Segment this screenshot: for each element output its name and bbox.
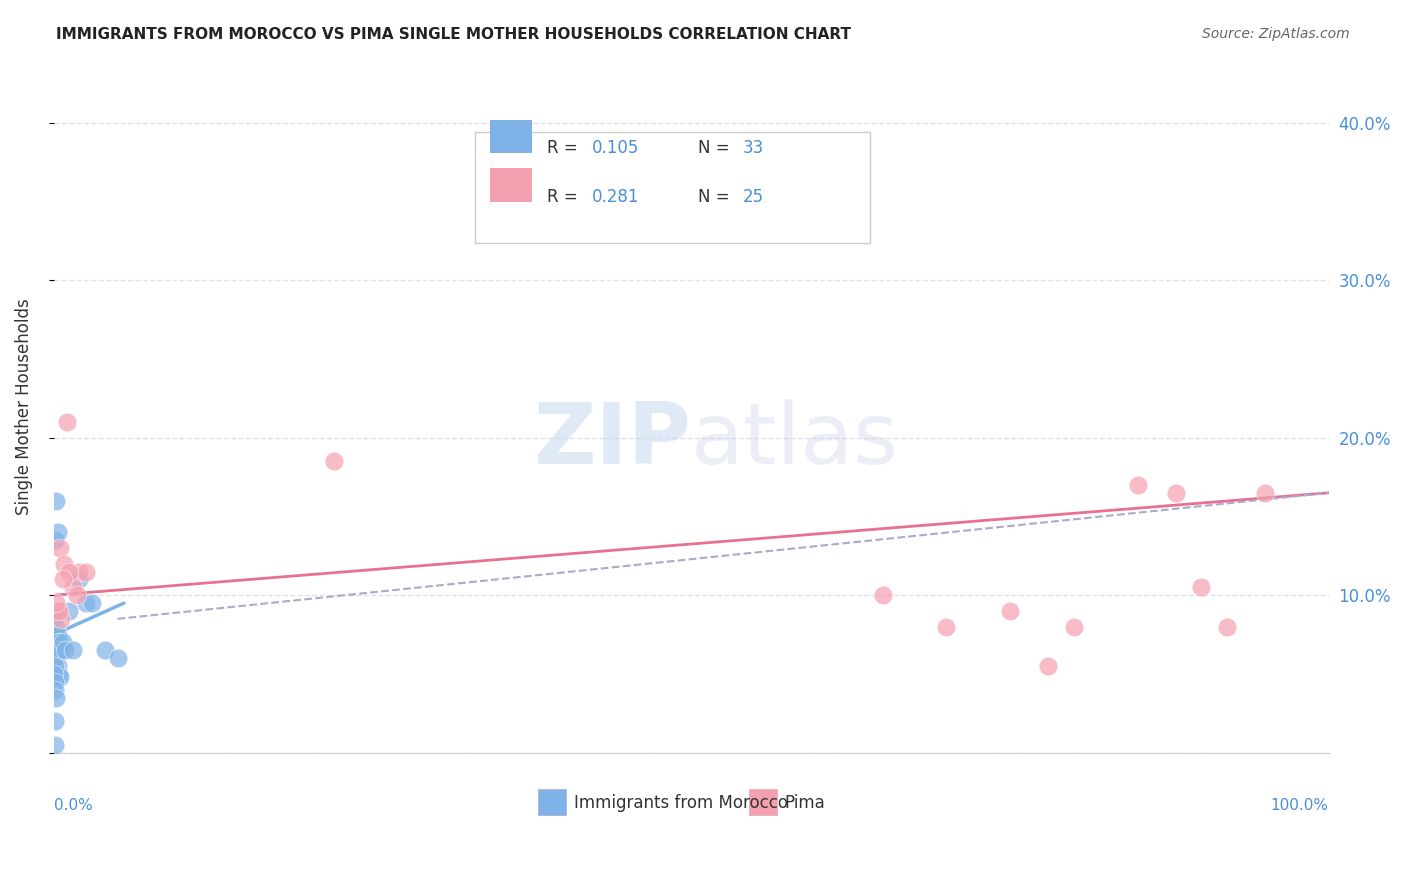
Bar [748,789,776,815]
Point [44,612,66,626]
Point [1189,580,1212,594]
Point [48,667,70,681]
Point [94,643,117,657]
Point [872,588,894,602]
Point [49,541,72,555]
Point [44,651,66,665]
Point [48,604,70,618]
Text: Immigrants from Morocco: Immigrants from Morocco [574,794,787,812]
Point [44,667,66,681]
Point [46,604,69,618]
Point [67,573,90,587]
Point [323,454,346,468]
Text: 100.0%: 100.0% [1271,797,1329,813]
Text: 25: 25 [742,188,763,206]
Text: 0.105: 0.105 [592,139,640,157]
Point [58,604,80,618]
Point [55,415,77,429]
Point [1038,659,1060,673]
Point [62,580,84,594]
Text: 33: 33 [742,139,763,157]
Point [52,573,75,587]
Point [49,643,72,657]
Point [44,533,66,547]
Point [53,643,76,657]
Point [44,635,66,649]
Text: R =: R = [547,139,583,157]
Point [1216,620,1239,634]
Point [44,714,66,729]
Point [45,690,67,705]
Point [48,635,70,649]
Point [681,218,703,232]
Point [67,565,90,579]
Y-axis label: Single Mother Households: Single Mother Households [15,298,32,515]
Point [49,670,72,684]
Point [1164,485,1187,500]
Point [44,643,66,657]
Bar [475,132,870,244]
Point [45,493,67,508]
Point [51,612,73,626]
Point [45,643,67,657]
Point [58,565,80,579]
Text: atlas: atlas [692,400,900,483]
Point [107,651,129,665]
Point [1126,478,1149,492]
Bar [489,169,531,202]
Point [75,565,97,579]
Text: 0.0%: 0.0% [53,797,93,813]
Text: N =: N = [697,188,734,206]
Point [53,557,76,571]
Point [62,643,84,657]
Point [45,651,67,665]
Point [46,659,69,673]
Text: IMMIGRANTS FROM MOROCCO VS PIMA SINGLE MOTHER HOUSEHOLDS CORRELATION CHART: IMMIGRANTS FROM MOROCCO VS PIMA SINGLE M… [56,27,851,42]
Point [1254,485,1277,500]
Text: Source: ZipAtlas.com: Source: ZipAtlas.com [1202,27,1350,41]
Bar [489,120,531,153]
Bar [538,789,567,815]
Point [46,525,69,540]
Point [46,627,69,641]
Text: ZIP: ZIP [533,400,692,483]
Point [45,596,67,610]
Point [52,635,75,649]
Point [44,674,66,689]
Point [80,596,103,610]
Point [44,659,66,673]
Point [75,596,97,610]
Point [45,620,67,634]
Text: R =: R = [547,188,583,206]
Point [935,620,957,634]
Point [1063,620,1085,634]
Point [44,738,66,752]
Point [66,588,89,602]
Text: Pima: Pima [785,794,825,812]
Point [44,627,66,641]
Point [44,682,66,697]
Text: 0.281: 0.281 [592,188,640,206]
Text: N =: N = [697,139,734,157]
Point [998,604,1021,618]
